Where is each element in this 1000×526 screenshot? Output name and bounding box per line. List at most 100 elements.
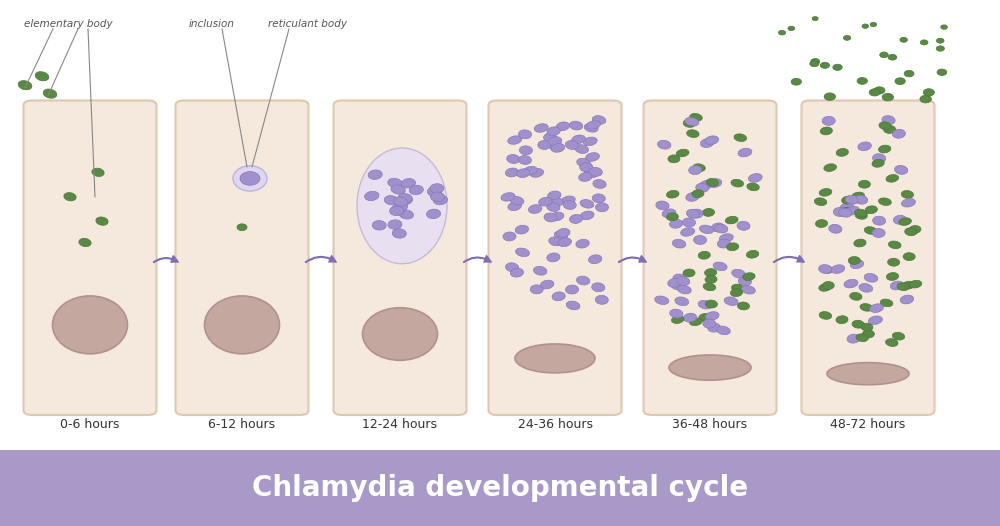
Ellipse shape [677, 285, 691, 294]
Ellipse shape [705, 276, 717, 284]
Ellipse shape [890, 281, 904, 290]
Ellipse shape [811, 58, 820, 65]
Ellipse shape [686, 209, 700, 218]
Ellipse shape [538, 140, 551, 149]
Ellipse shape [858, 142, 871, 150]
Ellipse shape [822, 116, 835, 125]
Ellipse shape [566, 285, 579, 294]
Ellipse shape [905, 228, 917, 236]
Ellipse shape [539, 197, 552, 206]
Ellipse shape [580, 163, 593, 171]
Text: Chlamydia developmental cycle: Chlamydia developmental cycle [252, 474, 748, 502]
Ellipse shape [683, 218, 696, 227]
Ellipse shape [503, 232, 516, 241]
Ellipse shape [544, 133, 557, 142]
Ellipse shape [540, 280, 554, 289]
Ellipse shape [820, 127, 832, 135]
Ellipse shape [738, 148, 752, 157]
Ellipse shape [879, 198, 891, 206]
Ellipse shape [557, 228, 570, 237]
Ellipse shape [920, 40, 928, 45]
Ellipse shape [372, 220, 386, 230]
Ellipse shape [700, 139, 714, 147]
Ellipse shape [852, 320, 864, 328]
Ellipse shape [579, 173, 592, 181]
Ellipse shape [855, 195, 868, 204]
Ellipse shape [868, 316, 882, 325]
Ellipse shape [670, 309, 683, 318]
Ellipse shape [409, 185, 423, 195]
Ellipse shape [673, 274, 686, 283]
FancyBboxPatch shape [644, 100, 776, 415]
Ellipse shape [398, 195, 413, 205]
Ellipse shape [873, 216, 886, 225]
Ellipse shape [879, 122, 891, 129]
Ellipse shape [515, 225, 529, 234]
Ellipse shape [699, 313, 711, 321]
Ellipse shape [833, 64, 842, 70]
Ellipse shape [873, 154, 886, 163]
Ellipse shape [719, 234, 733, 242]
Ellipse shape [433, 195, 448, 205]
Ellipse shape [831, 265, 845, 274]
Ellipse shape [589, 255, 602, 264]
Ellipse shape [693, 164, 705, 171]
Ellipse shape [880, 299, 893, 307]
Ellipse shape [737, 221, 750, 230]
Ellipse shape [365, 191, 379, 200]
Ellipse shape [677, 277, 690, 286]
Ellipse shape [696, 183, 709, 192]
Ellipse shape [857, 77, 867, 84]
Ellipse shape [738, 277, 751, 286]
Bar [0, 450, 1000, 526]
Ellipse shape [237, 224, 247, 230]
Ellipse shape [839, 208, 852, 217]
Ellipse shape [730, 289, 743, 297]
Ellipse shape [841, 207, 853, 215]
Ellipse shape [936, 38, 944, 43]
Ellipse shape [708, 179, 722, 187]
FancyArrowPatch shape [154, 256, 178, 262]
Ellipse shape [901, 198, 915, 207]
Ellipse shape [827, 362, 909, 385]
Ellipse shape [43, 89, 57, 98]
Ellipse shape [669, 355, 751, 380]
Ellipse shape [388, 220, 402, 229]
Ellipse shape [523, 166, 537, 175]
FancyBboxPatch shape [176, 100, 308, 415]
Text: 12-24 hours: 12-24 hours [362, 418, 438, 431]
Ellipse shape [687, 130, 699, 137]
Ellipse shape [847, 334, 860, 343]
Ellipse shape [362, 308, 438, 360]
Ellipse shape [592, 194, 605, 203]
Ellipse shape [732, 284, 744, 292]
Ellipse shape [705, 300, 717, 308]
Text: 36-48 hours: 36-48 hours [672, 418, 748, 431]
Ellipse shape [368, 170, 382, 179]
Ellipse shape [586, 120, 601, 129]
Ellipse shape [892, 332, 905, 340]
Ellipse shape [812, 17, 818, 21]
Ellipse shape [518, 156, 531, 165]
Text: elementary body: elementary body [24, 19, 112, 29]
Ellipse shape [683, 119, 695, 127]
Ellipse shape [737, 302, 750, 310]
Text: 0-6 hours: 0-6 hours [60, 418, 120, 431]
Ellipse shape [858, 180, 870, 188]
Ellipse shape [549, 137, 562, 146]
Ellipse shape [530, 285, 543, 294]
Ellipse shape [18, 80, 32, 90]
Ellipse shape [552, 292, 565, 301]
Ellipse shape [833, 207, 846, 216]
Ellipse shape [888, 54, 897, 60]
Ellipse shape [936, 46, 944, 51]
Ellipse shape [570, 215, 583, 224]
Ellipse shape [655, 296, 669, 305]
Ellipse shape [724, 297, 738, 306]
Ellipse shape [64, 193, 76, 201]
Ellipse shape [357, 148, 447, 264]
Ellipse shape [596, 203, 609, 212]
Ellipse shape [681, 228, 695, 236]
Ellipse shape [900, 295, 914, 304]
Ellipse shape [698, 300, 712, 309]
